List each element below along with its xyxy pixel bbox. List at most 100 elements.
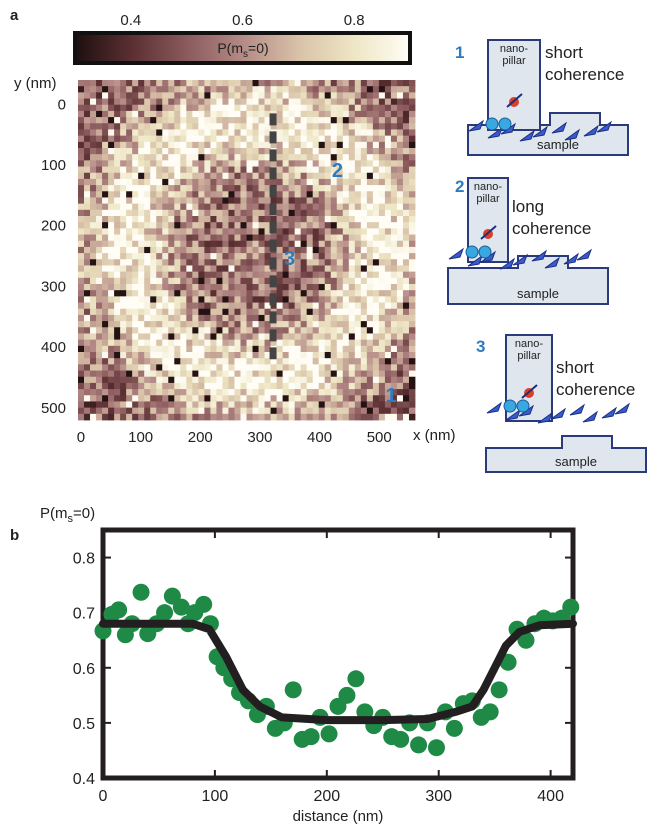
- colorbar-gradient: [73, 31, 412, 65]
- coherence-label: short: [556, 358, 594, 377]
- heatmap-ylabel: y (nm): [14, 75, 57, 92]
- surface-spin: [550, 407, 567, 420]
- heatmap-overlay: 1 2 3: [269, 113, 397, 407]
- colorbar-label: P(ms=0): [217, 40, 268, 60]
- coupled-spin: [516, 399, 530, 413]
- surface-spin: [601, 406, 618, 419]
- coherence-label: coherence: [545, 65, 624, 84]
- colorbar-tick-label: 0.4: [120, 12, 141, 29]
- data-point: [320, 725, 338, 743]
- plot-xlabel: distance (nm): [293, 808, 384, 825]
- x-tick-label: 200: [313, 788, 340, 805]
- pillar-label: pillar: [502, 55, 526, 67]
- data-point: [195, 595, 213, 613]
- colorbar-tick-labels: 0.4 0.6 0.8: [120, 12, 364, 29]
- heatmap-x-tick-label: 200: [188, 429, 213, 446]
- surface-spin: [512, 253, 529, 266]
- plot-frame: [100, 527, 576, 781]
- data-point: [132, 583, 150, 601]
- data-point: [302, 728, 320, 746]
- schematic-1: nano-pillar sample short coherence 1: [455, 39, 629, 156]
- schematic-number: 2: [455, 177, 464, 196]
- surface-spin: [551, 121, 568, 134]
- surface-spin: [576, 248, 593, 261]
- surface-spin: [569, 403, 586, 416]
- y-tick-label: 0.6: [73, 661, 95, 678]
- schematics: nano-pillarsampleshortcoherence1nano-pil…: [447, 39, 647, 473]
- surface-spin: [544, 256, 561, 269]
- surface-spin: [468, 119, 485, 132]
- schematic-3: nano-pillar sample short coherence 3: [476, 334, 647, 473]
- coherence-label: long: [512, 197, 544, 216]
- data-point: [490, 681, 508, 699]
- data-point: [156, 604, 174, 622]
- heatmap-y-tick-label: 500: [41, 400, 66, 417]
- coupled-spin: [478, 245, 492, 259]
- heatmap-y-tick-labels: 0 100 200 300 400 500: [41, 96, 66, 417]
- x-tick-label: 0: [99, 788, 108, 805]
- x-tick-label: 300: [425, 788, 452, 805]
- surface-spin: [486, 401, 503, 414]
- coupled-spin: [503, 399, 517, 413]
- fit-curve: [99, 619, 577, 725]
- coupled-spin: [498, 117, 512, 131]
- surface-spin: [563, 252, 580, 265]
- schematic-number: 3: [476, 337, 485, 356]
- coupled-spin: [465, 245, 479, 259]
- schematic-number: 1: [455, 43, 464, 62]
- heatmap-x-tick-label: 300: [247, 429, 272, 446]
- heatmap-y-tick-label: 300: [41, 278, 66, 295]
- heatmap: y (nm) 0 100 200 300 400 500 0 100 200 300 400 500…: [14, 75, 456, 446]
- heatmap-x-tick-label: 500: [367, 429, 392, 446]
- data-point: [445, 719, 463, 737]
- y-tick-label: 0.5: [73, 716, 95, 733]
- colorbar-tick-label: 0.8: [344, 12, 365, 29]
- coherence-label: coherence: [556, 380, 635, 399]
- heatmap-xlabel: x (nm): [413, 427, 456, 444]
- surface-spin: [519, 129, 536, 142]
- panel-label-a: a: [10, 7, 19, 24]
- heatmap-cells: [78, 80, 416, 421]
- pillar-label: nano-: [515, 338, 543, 350]
- surface-spin: [583, 124, 600, 137]
- heatmap-y-tick-label: 0: [58, 96, 66, 113]
- surface-spin: [537, 411, 554, 424]
- surface-spin: [564, 128, 581, 141]
- pillar-label: pillar: [517, 350, 541, 362]
- heatmap-y-tick-label: 200: [41, 218, 66, 235]
- data-point: [338, 686, 356, 704]
- data-point: [562, 598, 580, 616]
- sample-label: sample: [537, 137, 579, 152]
- pillar-label: nano-: [500, 43, 528, 55]
- heatmap-x-tick-label: 100: [128, 429, 153, 446]
- pillar-label: pillar: [476, 193, 500, 205]
- coherence-label: coherence: [512, 219, 591, 238]
- sample-label: sample: [517, 286, 559, 301]
- surface-spin: [487, 126, 504, 139]
- data-point: [427, 739, 445, 757]
- heatmap-y-tick-label: 100: [41, 157, 66, 174]
- data-point: [481, 703, 499, 721]
- region-marker: 1: [386, 385, 397, 407]
- x-tick-label: 100: [202, 788, 229, 805]
- heatmap-x-tick-label: 0: [77, 429, 85, 446]
- colorbar-tick-label: 0.6: [232, 12, 253, 29]
- coherence-label: short: [545, 43, 583, 62]
- surface-spin: [499, 257, 516, 270]
- data-point: [392, 730, 410, 748]
- region-marker: 2: [332, 160, 343, 182]
- data-point: [284, 681, 302, 699]
- data-point: [110, 601, 128, 619]
- surface-spin: [531, 249, 548, 262]
- plot-ylabel: P(ms=0): [40, 505, 95, 525]
- x-tick-label: 400: [537, 788, 564, 805]
- sample-label: sample: [555, 454, 597, 469]
- heatmap-x-tick-label: 400: [307, 429, 332, 446]
- surface-spin: [532, 125, 549, 138]
- spin-arrow: [521, 384, 538, 399]
- surface-spin: [596, 120, 613, 133]
- panel-label-b: b: [10, 527, 19, 544]
- surface-spin: [582, 410, 599, 423]
- sample-block: [485, 435, 647, 473]
